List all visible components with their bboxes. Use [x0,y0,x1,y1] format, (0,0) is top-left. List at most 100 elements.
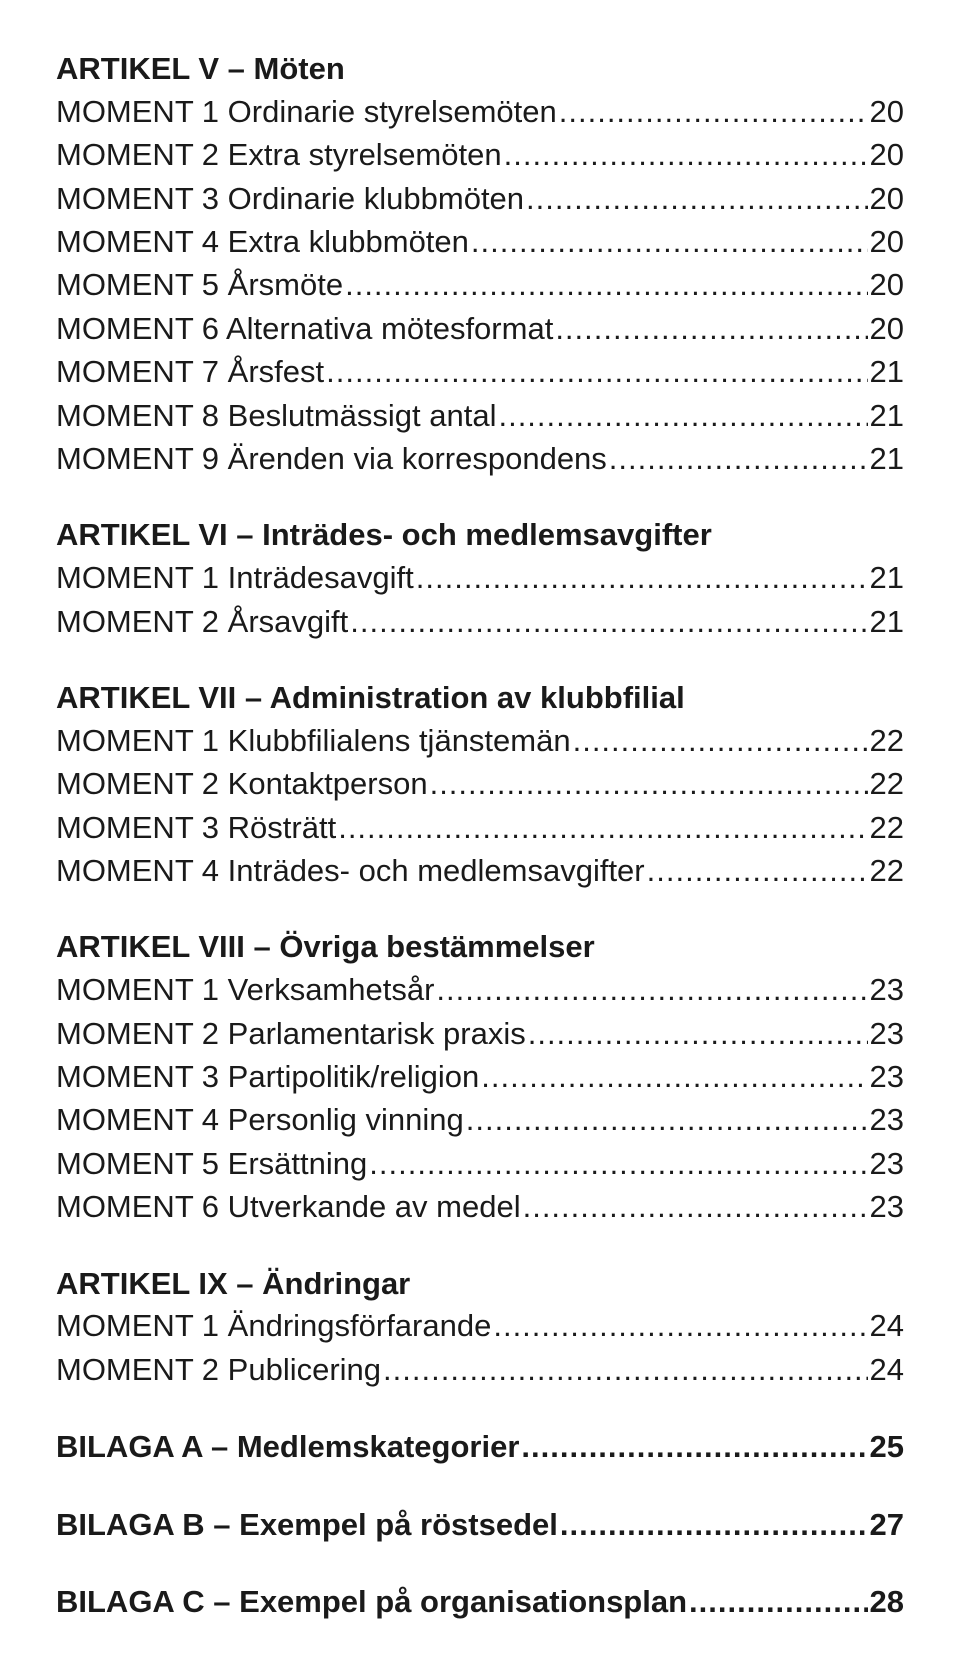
toc-entry-label: MOMENT 5 Ersättning [56,1142,367,1185]
toc-entry: BILAGA C – Exempel på organisationsplan 2… [56,1580,904,1623]
toc-leader-dots [571,719,868,762]
toc-entry-label: MOMENT 2 Parlamentarisk praxis [56,1012,526,1055]
toc-leader-dots [414,556,868,599]
toc-leader-dots [367,1142,867,1185]
toc-entry-label: BILAGA B – Exempel på röstsedel [56,1503,558,1546]
toc-entry: MOMENT 1 Ändringsförfarande24 [56,1304,904,1347]
toc-entry-page: 20 [868,220,904,263]
toc-entry-page: 28 [868,1580,904,1623]
toc-entry-label: MOMENT 5 Årsmöte [56,263,343,306]
toc-entry: MOMENT 2 Parlamentarisk praxis 23 [56,1012,904,1055]
toc-entry-page: 21 [868,600,904,643]
toc-entry-page: 20 [868,133,904,176]
toc-entry-page: 21 [868,350,904,393]
toc-entry: MOMENT 9 Ärenden via korrespondens21 [56,437,904,480]
toc-leader-dots [526,1012,868,1055]
toc-entry-label: MOMENT 1 Ändringsförfarande [56,1304,491,1347]
toc-leader-dots [521,1185,868,1228]
toc-entry: MOMENT 3 Rösträtt 22 [56,806,904,849]
toc-leader-dots [336,806,867,849]
toc-entry-page: 20 [868,177,904,220]
toc-entry-label: MOMENT 7 Årsfest [56,350,324,393]
toc-leader-dots [607,437,868,480]
toc-leader-dots [343,263,867,306]
toc-entry-page: 27 [868,1503,904,1546]
article-heading: ARTIKEL VIII – Övriga bestämmelser [56,926,904,968]
toc-entry: MOMENT 5 Ersättning 23 [56,1142,904,1185]
table-of-contents: ARTIKEL V – MötenMOMENT 1 Ordinarie styr… [56,48,904,1623]
toc-entry: MOMENT 4 Extra klubbmöten 20 [56,220,904,263]
article-heading: ARTIKEL IX – Ändringar [56,1263,904,1305]
toc-leader-dots [381,1348,867,1391]
toc-entry: MOMENT 2 Kontaktperson 22 [56,762,904,805]
toc-leader-dots [434,968,867,1011]
toc-entry-page: 21 [868,394,904,437]
article-heading: ARTIKEL V – Möten [56,48,904,90]
toc-entry-label: MOMENT 4 Personlig vinning [56,1098,464,1141]
toc-entry-page: 22 [868,762,904,805]
toc-leader-dots [428,762,868,805]
toc-entry: MOMENT 1 Ordinarie styrelsemöten20 [56,90,904,133]
toc-entry-page: 23 [868,1142,904,1185]
toc-entry-page: 24 [868,1348,904,1391]
toc-leader-dots [687,1580,867,1623]
toc-entry: MOMENT 8 Beslutmässigt antal21 [56,394,904,437]
toc-entry-label: MOMENT 1 Ordinarie styrelsemöten [56,90,557,133]
toc-entry: BILAGA B – Exempel på röstsedel 27 [56,1503,904,1546]
toc-entry-label: MOMENT 2 Extra styrelsemöten [56,133,502,176]
toc-entry: MOMENT 6 Utverkande av medel23 [56,1185,904,1228]
toc-entry-label: BILAGA C – Exempel på organisationsplan [56,1580,687,1623]
toc-entry-label: MOMENT 1 Verksamhetsår [56,968,434,1011]
toc-entry-label: MOMENT 3 Ordinarie klubbmöten [56,177,524,220]
toc-entry: MOMENT 4 Inträdes- och medlemsavgifter22 [56,849,904,892]
toc-entry-page: 22 [868,849,904,892]
toc-entry: MOMENT 2 Extra styrelsemöten 20 [56,133,904,176]
toc-entry-page: 23 [868,1012,904,1055]
toc-leader-dots [348,600,867,643]
toc-section: BILAGA B – Exempel på röstsedel 27 [56,1503,904,1546]
toc-entry-label: MOMENT 4 Extra klubbmöten [56,220,469,263]
toc-entry: MOMENT 1 Inträdesavgift 21 [56,556,904,599]
toc-section: BILAGA A – Medlemskategorier 25 [56,1425,904,1468]
toc-entry: MOMENT 7 Årsfest 21 [56,350,904,393]
toc-section: ARTIKEL VII – Administration av klubbfil… [56,677,904,892]
toc-leader-dots [645,849,868,892]
toc-entry: MOMENT 6 Alternativa mötesformat20 [56,307,904,350]
toc-leader-dots [479,1055,867,1098]
toc-leader-dots [519,1425,867,1468]
toc-entry-label: MOMENT 2 Årsavgift [56,600,348,643]
toc-entry-page: 23 [868,1055,904,1098]
toc-entry: MOMENT 3 Partipolitik/religion23 [56,1055,904,1098]
toc-entry: MOMENT 1 Verksamhetsår 23 [56,968,904,1011]
toc-entry-page: 25 [868,1425,904,1468]
toc-leader-dots [491,1304,867,1347]
toc-leader-dots [464,1098,868,1141]
toc-entry: MOMENT 5 Årsmöte20 [56,263,904,306]
toc-entry-label: MOMENT 3 Rösträtt [56,806,336,849]
toc-entry-label: MOMENT 1 Inträdesavgift [56,556,414,599]
toc-entry-page: 22 [868,806,904,849]
toc-section: BILAGA C – Exempel på organisationsplan 2… [56,1580,904,1623]
toc-leader-dots [557,90,868,133]
toc-section: ARTIKEL VIII – Övriga bestämmelserMOMENT… [56,926,904,1228]
toc-entry-label: BILAGA A – Medlemskategorier [56,1425,519,1468]
toc-leader-dots [496,394,867,437]
toc-entry-page: 21 [868,437,904,480]
toc-leader-dots [558,1503,868,1546]
toc-leader-dots [502,133,868,176]
toc-entry: MOMENT 2 Årsavgift 21 [56,600,904,643]
toc-section: ARTIKEL IX – ÄndringarMOMENT 1 Ändringsf… [56,1263,904,1392]
toc-entry: MOMENT 4 Personlig vinning23 [56,1098,904,1141]
toc-entry-page: 21 [868,556,904,599]
toc-entry-page: 23 [868,968,904,1011]
toc-leader-dots [469,220,868,263]
toc-leader-dots [524,177,867,220]
toc-entry: MOMENT 1 Klubbfilialens tjänstemän22 [56,719,904,762]
toc-entry-label: MOMENT 6 Alternativa mötesformat [56,307,553,350]
toc-entry: MOMENT 2 Publicering24 [56,1348,904,1391]
toc-entry-label: MOMENT 2 Kontaktperson [56,762,428,805]
toc-leader-dots [553,307,867,350]
toc-entry-page: 23 [868,1185,904,1228]
toc-entry: BILAGA A – Medlemskategorier 25 [56,1425,904,1468]
article-heading: ARTIKEL VI – Inträdes- och medlemsavgift… [56,514,904,556]
